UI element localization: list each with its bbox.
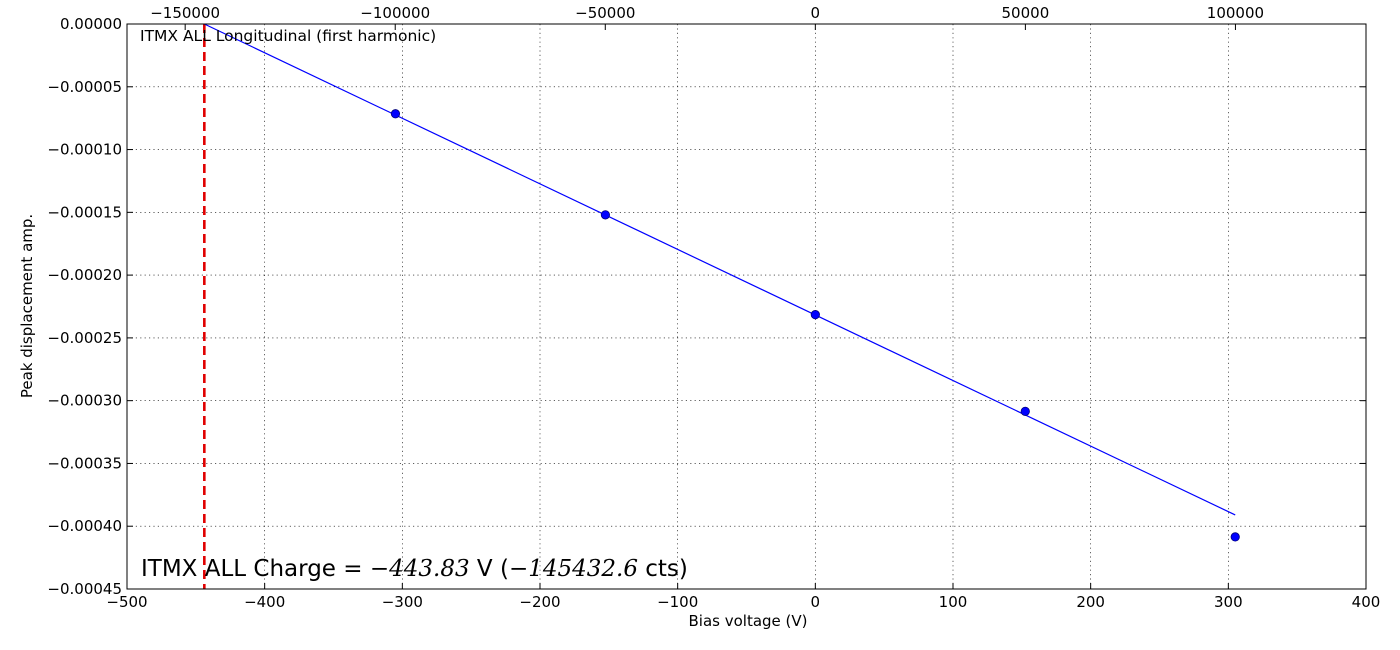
fit-line — [204, 23, 1236, 516]
x-tick-label: 0 — [811, 593, 821, 611]
top-x-tick-label: 50000 — [1002, 4, 1050, 22]
y-tick-label: −0.00045 — [47, 580, 122, 598]
x-tick-label: 100 — [939, 593, 968, 611]
data-point — [1020, 406, 1030, 416]
y-tick-label: −0.00005 — [47, 78, 122, 96]
fit-line-layer — [204, 23, 1236, 516]
charge-annotation: ITMX ALL Charge = −443.83 V (−145432.6 c… — [141, 556, 688, 582]
y-tick-label: −0.00015 — [47, 203, 122, 221]
x-tick-labels: −500 −400 −300 −200 −100 0 100 200 300 400 — [106, 593, 1380, 611]
x-tick-label: 300 — [1214, 593, 1243, 611]
annotation-prefix: ITMX ALL Charge = — [141, 556, 370, 582]
x-axis-label: Bias voltage (V) — [688, 612, 807, 630]
y-tick-label: −0.00025 — [47, 329, 122, 347]
top-x-tick-label: 100000 — [1207, 4, 1264, 22]
data-point — [810, 310, 820, 320]
annotation-volts-unit: V ( — [470, 556, 509, 582]
x-tick-label: 400 — [1352, 593, 1381, 611]
x-tick-label: −400 — [244, 593, 285, 611]
x-tick-label: −300 — [382, 593, 423, 611]
y-tick-labels: 0.00000 −0.00005 −0.00010 −0.00015 −0.00020 −… — [47, 15, 122, 598]
x-tick-label: 200 — [1076, 593, 1105, 611]
ticks — [126, 23, 1367, 590]
top-x-tick-label: −50000 — [575, 4, 635, 22]
plot-frame — [126, 23, 1367, 590]
data-point — [1230, 532, 1240, 542]
top-x-tick-label: −100000 — [360, 4, 430, 22]
data-point — [390, 109, 401, 119]
plot-title: ITMX ALL Longitudinal (first harmonic) — [140, 27, 436, 45]
y-tick-label: −0.00010 — [47, 141, 122, 159]
y-tick-label: −0.00035 — [47, 454, 122, 472]
annotation-counts-unit: cts) — [638, 556, 688, 582]
plot-background — [127, 24, 1366, 589]
data-points — [390, 109, 1240, 542]
data-point — [600, 210, 610, 220]
x-tick-label: −500 — [106, 593, 147, 611]
top-x-tick-label: 0 — [811, 4, 821, 22]
annotation-volts: −443.83 — [370, 556, 470, 582]
y-tick-label: −0.00030 — [47, 392, 122, 410]
y-tick-label: 0.00000 — [60, 15, 122, 33]
top-x-tick-label: −150000 — [150, 4, 220, 22]
y-tick-label: −0.00040 — [47, 517, 122, 535]
x-tick-label: −100 — [657, 593, 698, 611]
annotation-counts: −145432.6 — [509, 556, 638, 582]
y-axis-label: Peak displacement amp. — [18, 214, 36, 398]
y-tick-label: −0.00020 — [47, 266, 122, 284]
x-tick-label: −200 — [519, 593, 560, 611]
top-x-tick-labels: −150000 −100000 −50000 0 50000 100000 — [150, 4, 1264, 22]
